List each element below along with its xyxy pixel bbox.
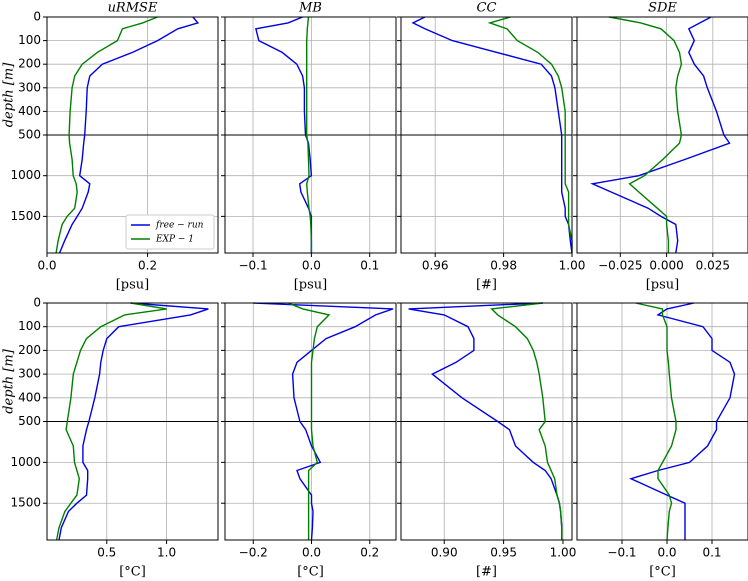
- x-tick-label: 0.0: [37, 259, 56, 273]
- axes-frame: [400, 302, 573, 541]
- x-tick-label: 1.0: [157, 546, 176, 560]
- y-axis-label: depth [m]: [2, 62, 17, 127]
- x-tick-label: −0.2: [239, 546, 268, 560]
- axes-frame: [576, 302, 748, 541]
- axes-frame: [576, 16, 748, 254]
- profile-line: [55, 16, 158, 254]
- x-tick-label: 0.95: [490, 546, 517, 560]
- panel: −0.1 0.0 0.1 [°C]: [573, 302, 748, 580]
- x-tick-label: 0.98: [490, 259, 517, 273]
- x-tick-label: 0.96: [422, 259, 449, 273]
- profile-line: [635, 302, 677, 541]
- y-tick-label: 1000: [10, 168, 41, 182]
- profile-line: [629, 302, 736, 540]
- profile-line: [609, 16, 683, 253]
- profile-line: [590, 16, 731, 254]
- y-tick-label: 500: [18, 414, 41, 428]
- x-tick-label: −0.1: [607, 546, 636, 560]
- x-tick-label: 0.0: [302, 259, 321, 273]
- y-tick-label: 1000: [10, 455, 41, 469]
- y-tick-label: 1500: [10, 209, 41, 223]
- axes-frame: [46, 16, 219, 254]
- x-axis-label: [#]: [476, 565, 497, 580]
- y-tick-label: 100: [18, 33, 41, 47]
- panel: −0.2 0.0 0.2 [°C]: [221, 302, 397, 580]
- profile-line: [58, 16, 200, 254]
- profile-line: [287, 302, 331, 540]
- x-axis-label: [#]: [476, 278, 497, 293]
- y-tick-label: 0: [33, 296, 41, 310]
- panel-title: CC: [477, 1, 497, 16]
- x-tick-label: 0.90: [431, 546, 458, 560]
- x-tick-label: 0.1: [702, 546, 721, 560]
- y-tick-label: 400: [18, 104, 41, 118]
- legend-label: free − run: [155, 221, 204, 231]
- panel: 0.96 0.98 1.00 CC [#]: [397, 1, 585, 293]
- x-axis-label: [psu]: [646, 278, 680, 293]
- panel: 0.5 1.0 0 100 200 300 400 500 1000 1500 [°C] depth …: [2, 296, 219, 580]
- profile-line: [487, 16, 573, 253]
- x-axis-label: [°C]: [297, 565, 324, 580]
- y-tick-label: 200: [18, 57, 41, 71]
- x-axis-label: [°C]: [649, 565, 676, 580]
- profile-line: [305, 16, 313, 253]
- x-tick-label: −0.1: [238, 259, 267, 273]
- y-tick-label: 100: [18, 319, 41, 333]
- y-tick-label: 200: [18, 343, 41, 357]
- x-tick-label: 0.5: [97, 546, 116, 560]
- x-axis-label: [°C]: [119, 565, 146, 580]
- legend-label: EXP − 1: [155, 235, 194, 245]
- y-tick-label: 300: [18, 367, 41, 381]
- panel: −0.1 0.0 0.1 MB [psu]: [221, 1, 397, 293]
- x-tick-label: 0.1: [360, 259, 379, 273]
- x-axis-label: [psu]: [294, 278, 328, 293]
- x-tick-label: 0.2: [138, 259, 157, 273]
- x-axis-label: [psu]: [116, 278, 150, 293]
- panel: 0.90 0.95 1.00 [#]: [397, 302, 577, 580]
- x-tick-label: 0.2: [360, 546, 379, 560]
- axes-frame: [224, 302, 397, 541]
- x-tick-label: 1.00: [559, 259, 586, 273]
- profile-line: [55, 302, 167, 541]
- profile-line: [58, 302, 209, 541]
- y-tick-label: 500: [18, 128, 41, 142]
- y-tick-label: 400: [18, 390, 41, 404]
- axes-frame: [224, 16, 397, 254]
- y-axis-label: depth [m]: [2, 348, 17, 413]
- profile-line: [490, 302, 563, 540]
- panel-title: MB: [298, 1, 322, 16]
- x-tick-label: 0.0: [657, 546, 676, 560]
- x-tick-label: 0.000: [649, 259, 683, 273]
- y-tick-label: 300: [18, 80, 41, 94]
- x-tick-label: −0.025: [598, 259, 642, 273]
- y-tick-label: 0: [33, 10, 41, 24]
- panel-title: uRMSE: [108, 1, 158, 16]
- axes-frame: [400, 16, 573, 254]
- y-tick-label: 1500: [10, 496, 41, 510]
- x-tick-label: 0.0: [302, 546, 321, 560]
- profile-line: [411, 16, 573, 254]
- axes-frame: [46, 302, 219, 541]
- x-tick-label: 0.025: [696, 259, 730, 273]
- panel: 0.0 0.2 0 100 200 300 400 500 1000 1500 uRMSE [psu]…: [2, 1, 219, 293]
- panel-title: SDE: [648, 1, 677, 16]
- panel: −0.025 0.000 0.025 SDE [psu]: [573, 1, 748, 293]
- x-tick-label: 1.00: [550, 546, 577, 560]
- legend-box: [125, 214, 215, 250]
- profile-line: [253, 302, 394, 541]
